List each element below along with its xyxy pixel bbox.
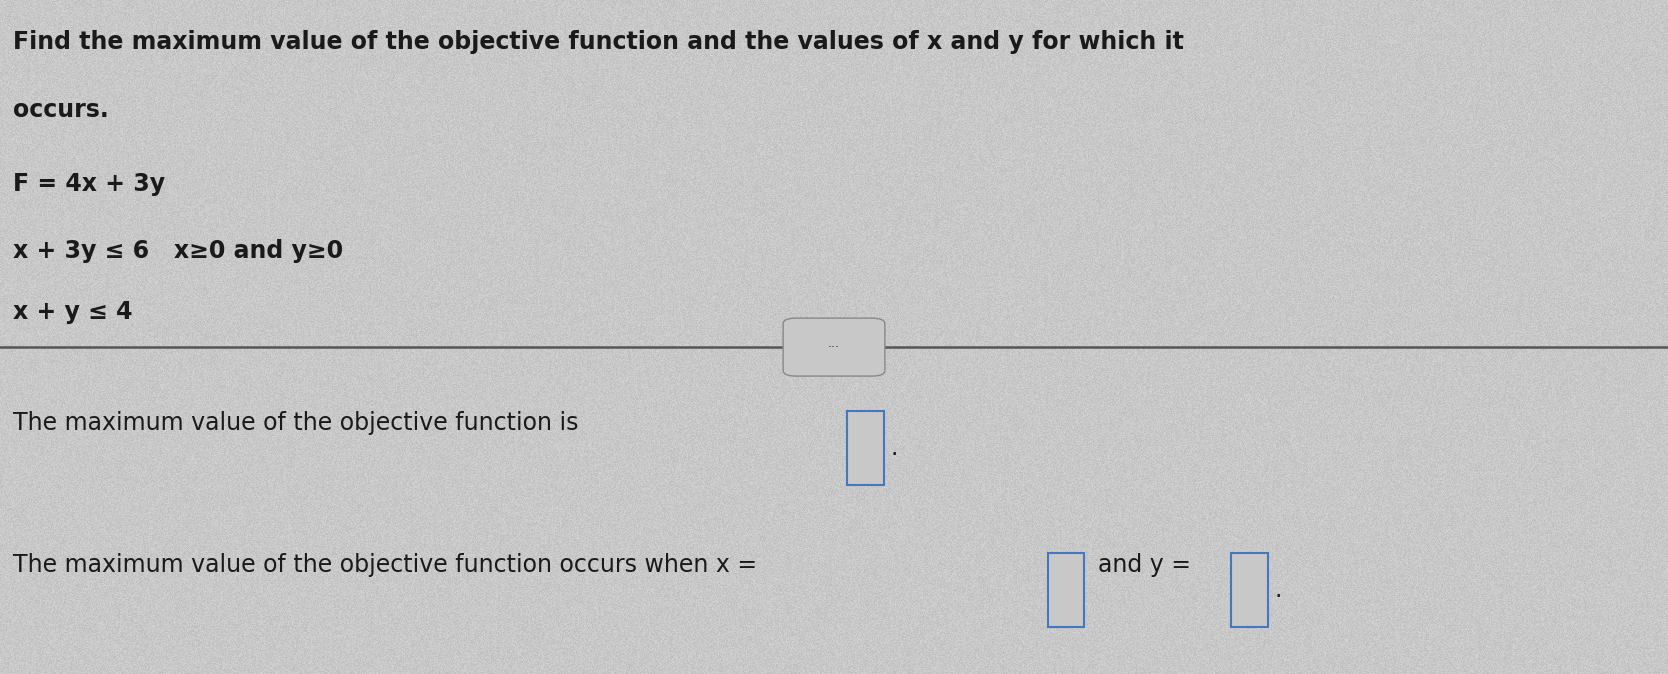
Text: F = 4x + 3y: F = 4x + 3y (13, 172, 165, 196)
Text: Find the maximum value of the objective function and the values of x and y for w: Find the maximum value of the objective … (13, 30, 1184, 55)
Text: x + 3y ≤ 6   x≥0 and y≥0: x + 3y ≤ 6 x≥0 and y≥0 (13, 239, 344, 264)
Text: and y =: and y = (1098, 553, 1191, 577)
FancyBboxPatch shape (1231, 553, 1268, 627)
Text: The maximum value of the objective function is: The maximum value of the objective funct… (13, 411, 579, 435)
FancyBboxPatch shape (784, 318, 884, 376)
Text: The maximum value of the objective function occurs when x =: The maximum value of the objective funct… (13, 553, 757, 577)
FancyBboxPatch shape (847, 411, 884, 485)
Text: ···: ··· (827, 340, 841, 354)
Text: .: . (891, 436, 897, 460)
Text: occurs.: occurs. (13, 98, 108, 122)
Text: .: . (1274, 578, 1281, 602)
FancyBboxPatch shape (1048, 553, 1084, 627)
Text: x + y ≤ 4: x + y ≤ 4 (13, 300, 133, 324)
